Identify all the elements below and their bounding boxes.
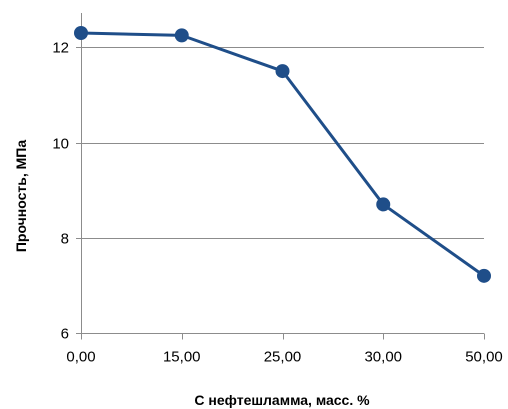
- y-tick-label: 8: [61, 231, 69, 248]
- series-layer: [74, 26, 491, 283]
- grid-lines: [81, 47, 484, 239]
- x-axis-title: С нефтешламма, масс. %: [194, 392, 370, 408]
- tick-labels: 6 8 10 12 0,00 15,00 25,00 30,00 50,00: [52, 40, 502, 366]
- data-point-marker: [275, 64, 290, 79]
- x-tick-label: 0,00: [66, 349, 95, 366]
- data-point-marker: [376, 197, 391, 212]
- x-tick-label: 15,00: [163, 349, 201, 366]
- x-tick-label: 30,00: [364, 349, 402, 366]
- y-tick-label: 6: [61, 326, 69, 343]
- y-axis-title: Прочность, МПа: [13, 140, 29, 253]
- y-tick-label: 12: [52, 40, 69, 57]
- x-tick-label: 50,00: [465, 349, 503, 366]
- data-point-marker: [477, 268, 491, 283]
- axes: [76, 13, 485, 340]
- x-tick-label: 25,00: [264, 349, 302, 366]
- data-point-marker: [174, 28, 189, 43]
- data-point-marker: [74, 26, 88, 40]
- y-tick-label: 10: [52, 136, 69, 153]
